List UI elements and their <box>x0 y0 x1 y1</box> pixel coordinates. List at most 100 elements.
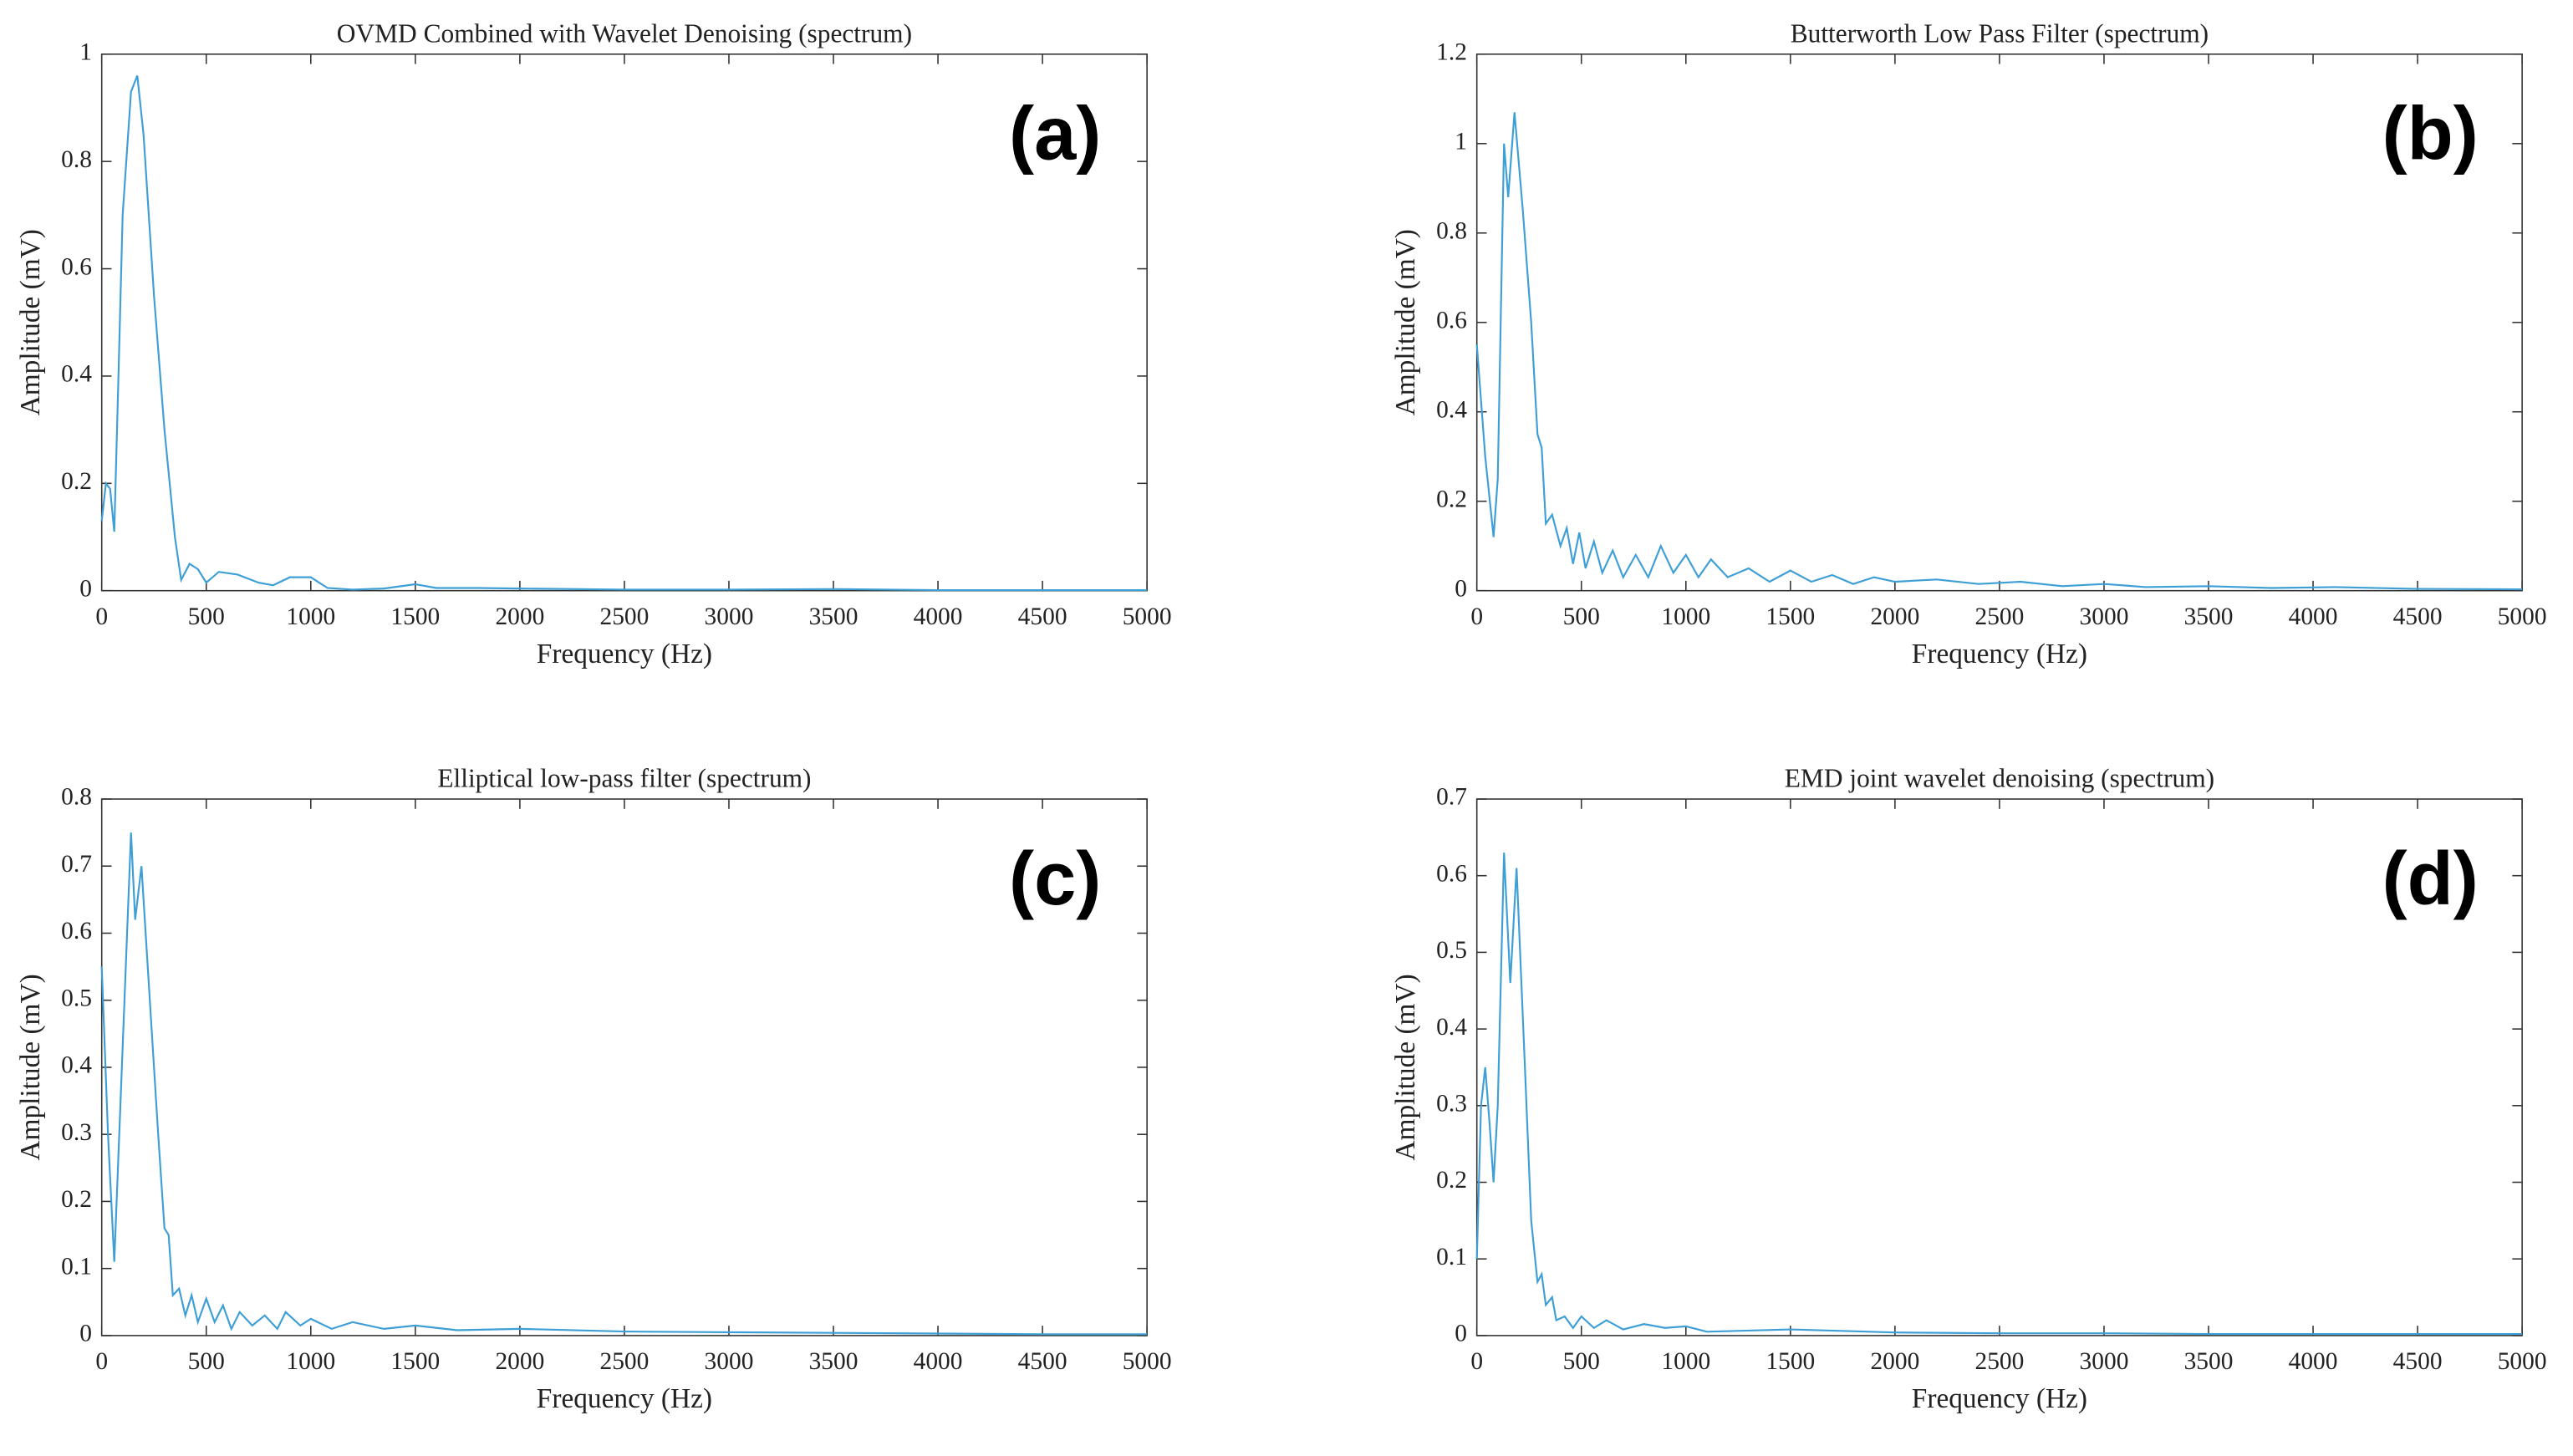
x-tick-label: 3000 <box>2080 603 2129 630</box>
y-tick-label: 0.6 <box>1436 307 1467 333</box>
x-tick-label: 0 <box>1470 603 1483 630</box>
y-axis-label: Amplitude (mV) <box>1390 974 1421 1160</box>
y-axis-label: Amplitude (mV) <box>15 974 46 1160</box>
x-tick-label: 5000 <box>2498 603 2547 630</box>
y-tick-label: 0 <box>79 1321 92 1347</box>
y-tick-label: 1 <box>79 39 92 66</box>
y-axis-label: Amplitude (mV) <box>1390 229 1421 415</box>
y-tick-label: 0.4 <box>61 1052 92 1079</box>
x-tick-label: 4000 <box>2289 603 2338 630</box>
x-tick-label: 3500 <box>2184 1348 2234 1375</box>
x-tick-label: 3500 <box>809 603 859 630</box>
x-tick-label: 3500 <box>2184 603 2234 630</box>
x-axis-label: Frequency (Hz) <box>537 1383 712 1414</box>
x-axis-label: Frequency (Hz) <box>1912 639 2087 669</box>
x-tick-label: 0 <box>95 603 108 630</box>
x-tick-label: 4000 <box>914 1348 963 1375</box>
y-tick-label: 0.1 <box>1436 1244 1467 1270</box>
y-tick-label: 1 <box>1455 129 1467 155</box>
x-tick-label: 5000 <box>1123 603 1172 630</box>
x-tick-label: 1000 <box>1661 603 1710 630</box>
y-tick-label: 0.2 <box>61 468 92 495</box>
spectrum-line <box>100 75 1148 592</box>
y-tick-label: 0.7 <box>1436 784 1467 811</box>
y-tick-label: 0 <box>1455 1321 1467 1347</box>
x-tick-label: 1000 <box>1661 1348 1710 1375</box>
x-tick-label: 3000 <box>705 603 754 630</box>
x-tick-label: 500 <box>188 1348 225 1375</box>
y-tick-label: 0.2 <box>61 1186 92 1213</box>
x-tick-label: 2500 <box>1974 1348 2024 1375</box>
x-tick-label: 0 <box>95 1348 108 1375</box>
y-tick-label: 0.6 <box>61 918 92 944</box>
x-tick-label: 1500 <box>390 1348 440 1375</box>
y-tick-label: 0.1 <box>61 1253 92 1280</box>
y-tick-label: 0.5 <box>1436 937 1467 964</box>
x-tick-label: 3500 <box>809 1348 859 1375</box>
x-tick-label: 1500 <box>1765 603 1815 630</box>
x-tick-label: 2000 <box>1870 1348 1919 1375</box>
x-tick-label: 4500 <box>2393 603 2443 630</box>
chart-title: OVMD Combined with Wavelet Denoising (sp… <box>337 18 912 48</box>
panel-label: (d) <box>2382 837 2479 921</box>
y-tick-label: 0.4 <box>1436 396 1467 423</box>
y-tick-label: 0.2 <box>1436 1167 1467 1194</box>
axes-box <box>1475 798 2523 1336</box>
x-tick-label: 500 <box>188 603 225 630</box>
x-tick-label: 1500 <box>390 603 440 630</box>
y-tick-label: 0.6 <box>1436 860 1467 887</box>
chart-title: Elliptical low-pass filter (spectrum) <box>437 764 811 793</box>
chart-title: Butterworth Low Pass Filter (spectrum) <box>1791 18 2209 48</box>
x-tick-label: 4500 <box>2393 1348 2443 1375</box>
y-tick-label: 0.4 <box>61 361 92 388</box>
x-tick-label: 1000 <box>286 1348 335 1375</box>
x-tick-label: 3000 <box>2080 1348 2129 1375</box>
y-tick-label: 0.3 <box>61 1119 92 1146</box>
y-tick-label: 0.5 <box>61 985 92 1011</box>
y-tick-label: 1.2 <box>1436 39 1467 66</box>
x-tick-label: 0 <box>1470 1348 1483 1375</box>
x-tick-label: 1000 <box>286 603 335 630</box>
y-tick-label: 0 <box>1455 575 1467 602</box>
y-tick-label: 0.8 <box>61 784 92 811</box>
x-tick-label: 2000 <box>495 1348 544 1375</box>
x-axis-label: Frequency (Hz) <box>1912 1383 2087 1414</box>
panel-label: (a) <box>1009 92 1101 176</box>
y-tick-label: 0.6 <box>61 253 92 280</box>
spectrum-line <box>1475 112 2523 591</box>
x-tick-label: 3000 <box>705 1348 754 1375</box>
spectrum-line <box>100 832 1148 1336</box>
x-tick-label: 2500 <box>599 1348 649 1375</box>
x-tick-label: 5000 <box>2498 1348 2547 1375</box>
y-tick-label: 0 <box>79 575 92 602</box>
x-tick-label: 5000 <box>1123 1348 1172 1375</box>
x-tick-label: 4500 <box>1018 603 1067 630</box>
x-tick-label: 2500 <box>1974 603 2024 630</box>
x-axis-label: Frequency (Hz) <box>537 639 712 669</box>
panel-label: (b) <box>2382 92 2479 176</box>
spectrum-line <box>1475 853 2523 1336</box>
y-tick-label: 0.4 <box>1436 1014 1467 1041</box>
x-tick-label: 500 <box>1563 603 1600 630</box>
y-tick-label: 0.7 <box>61 851 92 878</box>
panel-label: (c) <box>1009 837 1101 921</box>
axes-box <box>1475 53 2523 592</box>
x-tick-label: 4000 <box>914 603 963 630</box>
axes-box <box>100 53 1148 592</box>
chart-title: EMD joint wavelet denoising (spectrum) <box>1785 764 2214 793</box>
y-axis-label: Amplitude (mV) <box>15 229 46 415</box>
x-tick-label: 1500 <box>1765 1348 1815 1375</box>
x-tick-label: 500 <box>1563 1348 1600 1375</box>
x-tick-label: 4000 <box>2289 1348 2338 1375</box>
y-tick-label: 0.8 <box>1436 218 1467 245</box>
y-tick-label: 0.2 <box>1436 486 1467 512</box>
y-tick-label: 0.8 <box>61 146 92 173</box>
axes-box <box>100 798 1148 1336</box>
x-tick-label: 2000 <box>1870 603 1919 630</box>
x-tick-label: 2500 <box>599 603 649 630</box>
x-tick-label: 2000 <box>495 603 544 630</box>
x-tick-label: 4500 <box>1018 1348 1067 1375</box>
y-tick-label: 0.3 <box>1436 1091 1467 1117</box>
